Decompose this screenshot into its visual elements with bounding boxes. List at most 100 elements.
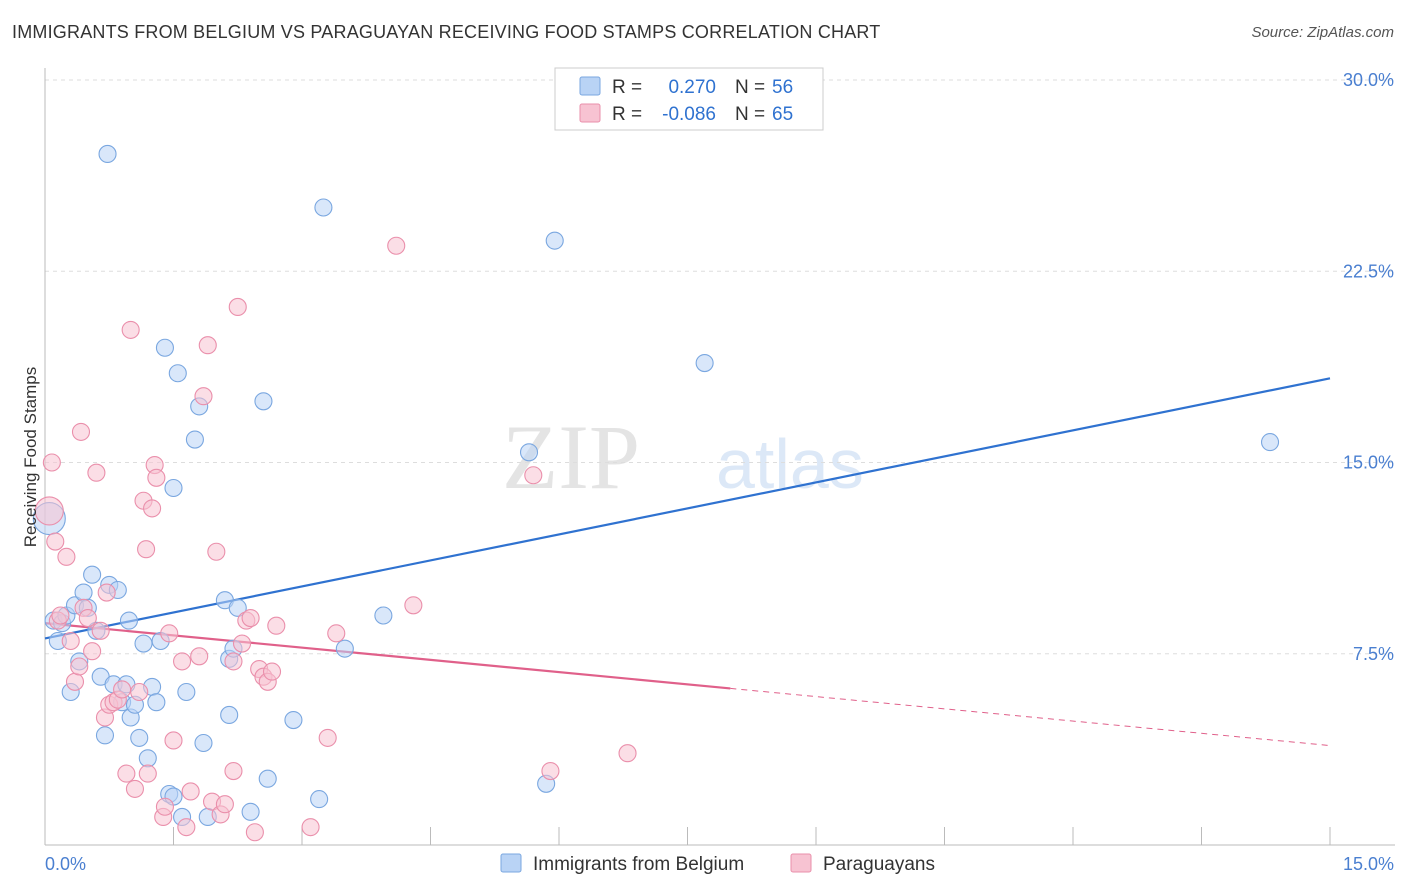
point-paraguayans [97, 583, 116, 602]
point-paraguayans [173, 652, 192, 671]
tick-labels: 7.5% 15.0% 22.5% 30.0% 0.0% 15.0% [45, 70, 1394, 874]
point-belgium [1260, 433, 1280, 452]
point-paraguayans [51, 606, 70, 625]
point-paraguayans [198, 336, 217, 355]
point-belgium [220, 705, 239, 725]
y-axis-title: Receiving Food Stamps [21, 367, 40, 547]
point-paraguayans [61, 631, 80, 651]
point-paraguayans [117, 764, 136, 783]
series-legend-label-belgium: Immigrants from Belgium [533, 854, 744, 875]
point-belgium [228, 598, 247, 617]
chart-source: Source: ZipAtlas.com [1251, 24, 1394, 41]
point-paraguayans [137, 540, 156, 559]
point-paraguayans [241, 608, 260, 628]
point-belgium [119, 611, 139, 630]
legend-n-label: N = [735, 104, 765, 125]
point-paraguayans [91, 621, 110, 640]
legend-r-label: R = [612, 77, 642, 98]
point-belgium [138, 749, 157, 768]
chart-title: IMMIGRANTS FROM BELGIUM VS PARAGUAYAN RE… [12, 22, 881, 42]
point-paraguayans [177, 818, 196, 837]
point-paraguayans [70, 657, 89, 676]
point-paraguayans [301, 818, 320, 837]
point-paraguayans [125, 779, 144, 798]
data-points [32, 144, 1280, 842]
point-belgium [98, 144, 117, 163]
point-paraguayans [618, 744, 637, 763]
point-paraguayans [57, 547, 76, 566]
point-paraguayans [267, 616, 286, 635]
point-belgium [284, 710, 303, 730]
legend-r-label: R = [612, 104, 642, 125]
watermark: ZIP atlas [502, 406, 864, 508]
point-paraguayans [262, 662, 282, 681]
point-belgium [258, 769, 277, 788]
point-paraguayans [318, 728, 337, 747]
point-paraguayans [232, 634, 252, 653]
point-paraguayans [34, 496, 64, 526]
y-tick-label: 30.0% [1343, 70, 1394, 90]
point-belgium [134, 634, 153, 653]
point-belgium [74, 583, 93, 602]
x-tick-label: 0.0% [45, 854, 86, 874]
series-legend-swatch-paraguayans [790, 853, 812, 873]
point-paraguayans [155, 797, 174, 816]
series-legend-swatch-belgium [500, 853, 522, 873]
point-paraguayans [215, 795, 234, 814]
stats-legend: R = 0.270 N = 56 R = -0.086 N = 65 [554, 67, 824, 131]
point-paraguayans [143, 499, 162, 518]
point-paraguayans [224, 652, 243, 671]
point-paraguayans [207, 542, 226, 561]
point-paraguayans [78, 608, 97, 628]
point-paraguayans [524, 466, 543, 485]
x-tick-label: 15.0% [1343, 854, 1394, 874]
point-belgium [155, 338, 174, 357]
point-paraguayans [130, 682, 149, 702]
point-paraguayans [65, 672, 85, 691]
point-paraguayans [164, 731, 183, 750]
point-paraguayans [224, 761, 243, 781]
point-belgium [695, 353, 714, 373]
y-tick-label: 22.5% [1343, 261, 1394, 281]
trendline-paraguayans-extension [730, 687, 1331, 747]
point-belgium [194, 733, 213, 753]
axes [44, 68, 1395, 846]
legend-swatch-belgium [579, 76, 601, 96]
point-paraguayans [228, 297, 247, 317]
point-belgium [314, 198, 333, 217]
point-belgium [83, 565, 102, 584]
point-paraguayans [387, 236, 406, 255]
point-belgium [185, 430, 204, 449]
point-belgium [335, 639, 354, 658]
point-paraguayans [46, 532, 65, 551]
point-belgium [177, 682, 196, 702]
point-paraguayans [194, 387, 213, 406]
point-belgium [545, 231, 564, 250]
point-paraguayans [113, 680, 132, 699]
point-paraguayans [245, 823, 264, 842]
y-tick-label: 15.0% [1343, 453, 1394, 473]
point-paraguayans [83, 642, 102, 661]
point-paraguayans [71, 422, 91, 441]
legend-n-label: N = [735, 77, 765, 98]
point-belgium [95, 726, 115, 745]
point-paraguayans [541, 761, 560, 781]
legend-n-value: 56 [772, 77, 793, 98]
legend-n-value: 65 [772, 104, 793, 125]
point-belgium [168, 364, 187, 383]
point-belgium [254, 392, 273, 411]
point-belgium [374, 606, 393, 625]
point-paraguayans [181, 782, 200, 801]
series-legend-label-paraguayans: Paraguayans [823, 854, 935, 875]
series-legend: Immigrants from Belgium Paraguayans [500, 853, 935, 875]
point-paraguayans [327, 624, 346, 643]
point-belgium [310, 790, 329, 809]
point-paraguayans [87, 463, 106, 482]
point-belgium [147, 693, 166, 712]
point-belgium [519, 443, 539, 462]
point-belgium [130, 728, 149, 747]
point-paraguayans [404, 596, 423, 615]
point-paraguayans [190, 647, 209, 666]
trendline-belgium [44, 377, 1331, 640]
